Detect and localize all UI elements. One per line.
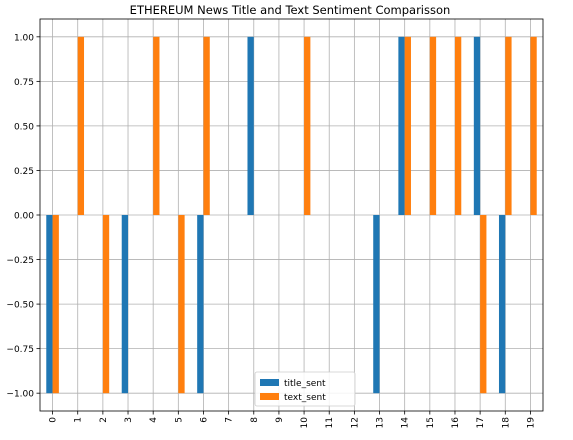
bar-text_sent (454, 36, 462, 216)
y-tick-label: 0.25 (14, 167, 34, 177)
bar-text_sent (530, 36, 537, 216)
x-tick-label: 10 (300, 417, 310, 429)
bar-title_sent (247, 36, 254, 216)
y-tick-label: 0.50 (14, 122, 34, 132)
bar-text_sent (77, 36, 85, 216)
legend-swatch (260, 379, 279, 386)
bar-text_sent (304, 36, 311, 216)
x-tick-label: 11 (325, 417, 335, 428)
grid-lines (40, 19, 543, 411)
bar-text_sent (505, 36, 512, 216)
x-tick-label: 13 (376, 417, 386, 428)
chart-title: ETHEREUM News Title and Text Sentiment C… (130, 3, 451, 17)
y-tick-label: −1.00 (6, 390, 34, 400)
x-tick-label: 2 (99, 417, 109, 423)
x-tick-label: 18 (501, 417, 511, 429)
bar-text_sent (52, 215, 59, 394)
bar-text_sent (153, 36, 160, 216)
x-tick-label: 16 (451, 417, 461, 429)
axes: 1.00 0.75 0.50 0.25 0.00 −0.25 −0.50 −0.75 −1.00… (6, 18, 544, 429)
x-tick-label: 12 (350, 417, 360, 428)
x-tick-label: 15 (426, 417, 436, 428)
bar-title_sent (121, 215, 129, 394)
plot-frame (39, 18, 544, 412)
bar-title_sent (197, 215, 204, 394)
legend: title_sent text_sent (254, 371, 356, 407)
y-tick-label: −0.75 (6, 345, 34, 355)
y-tick-label: −0.50 (6, 301, 34, 311)
legend-box (254, 371, 356, 407)
x-tick-label: 17 (476, 417, 486, 428)
bar-text_sent (203, 36, 210, 216)
bar-title_sent (398, 36, 405, 216)
x-tick-label: 3 (124, 417, 134, 423)
legend-label: title_sent (284, 379, 326, 389)
x-tick-label: 4 (149, 417, 159, 423)
legend-label: text_sent (284, 393, 326, 403)
bar-title_sent (498, 215, 506, 394)
x-tick-label: 19 (526, 417, 536, 429)
x-tick-label: 7 (225, 417, 235, 423)
x-tick-label: 1 (74, 417, 84, 423)
bar-text_sent (178, 215, 185, 394)
y-tick-label: 0.75 (14, 78, 34, 88)
x-tick-label: 14 (401, 417, 411, 429)
x-tick-label: 0 (49, 417, 59, 423)
bar-text_sent (480, 215, 487, 394)
legend-swatch (260, 393, 279, 400)
bars (46, 36, 537, 394)
bar-title_sent (373, 215, 380, 394)
y-tick-label: −0.25 (6, 256, 34, 266)
y-tick-label: 0.00 (14, 212, 34, 222)
x-tick-label: 9 (275, 417, 285, 423)
x-tick-label: 5 (174, 417, 184, 423)
bar-title_sent (46, 215, 53, 394)
x-tick-label: 6 (199, 417, 209, 423)
y-tick-label: 1.00 (14, 33, 34, 43)
bar-text_sent (102, 215, 110, 394)
bar-title_sent (473, 36, 481, 216)
bar-text_sent (429, 36, 437, 216)
bar-text_sent (404, 36, 411, 216)
x-tick-label: 8 (250, 417, 260, 423)
